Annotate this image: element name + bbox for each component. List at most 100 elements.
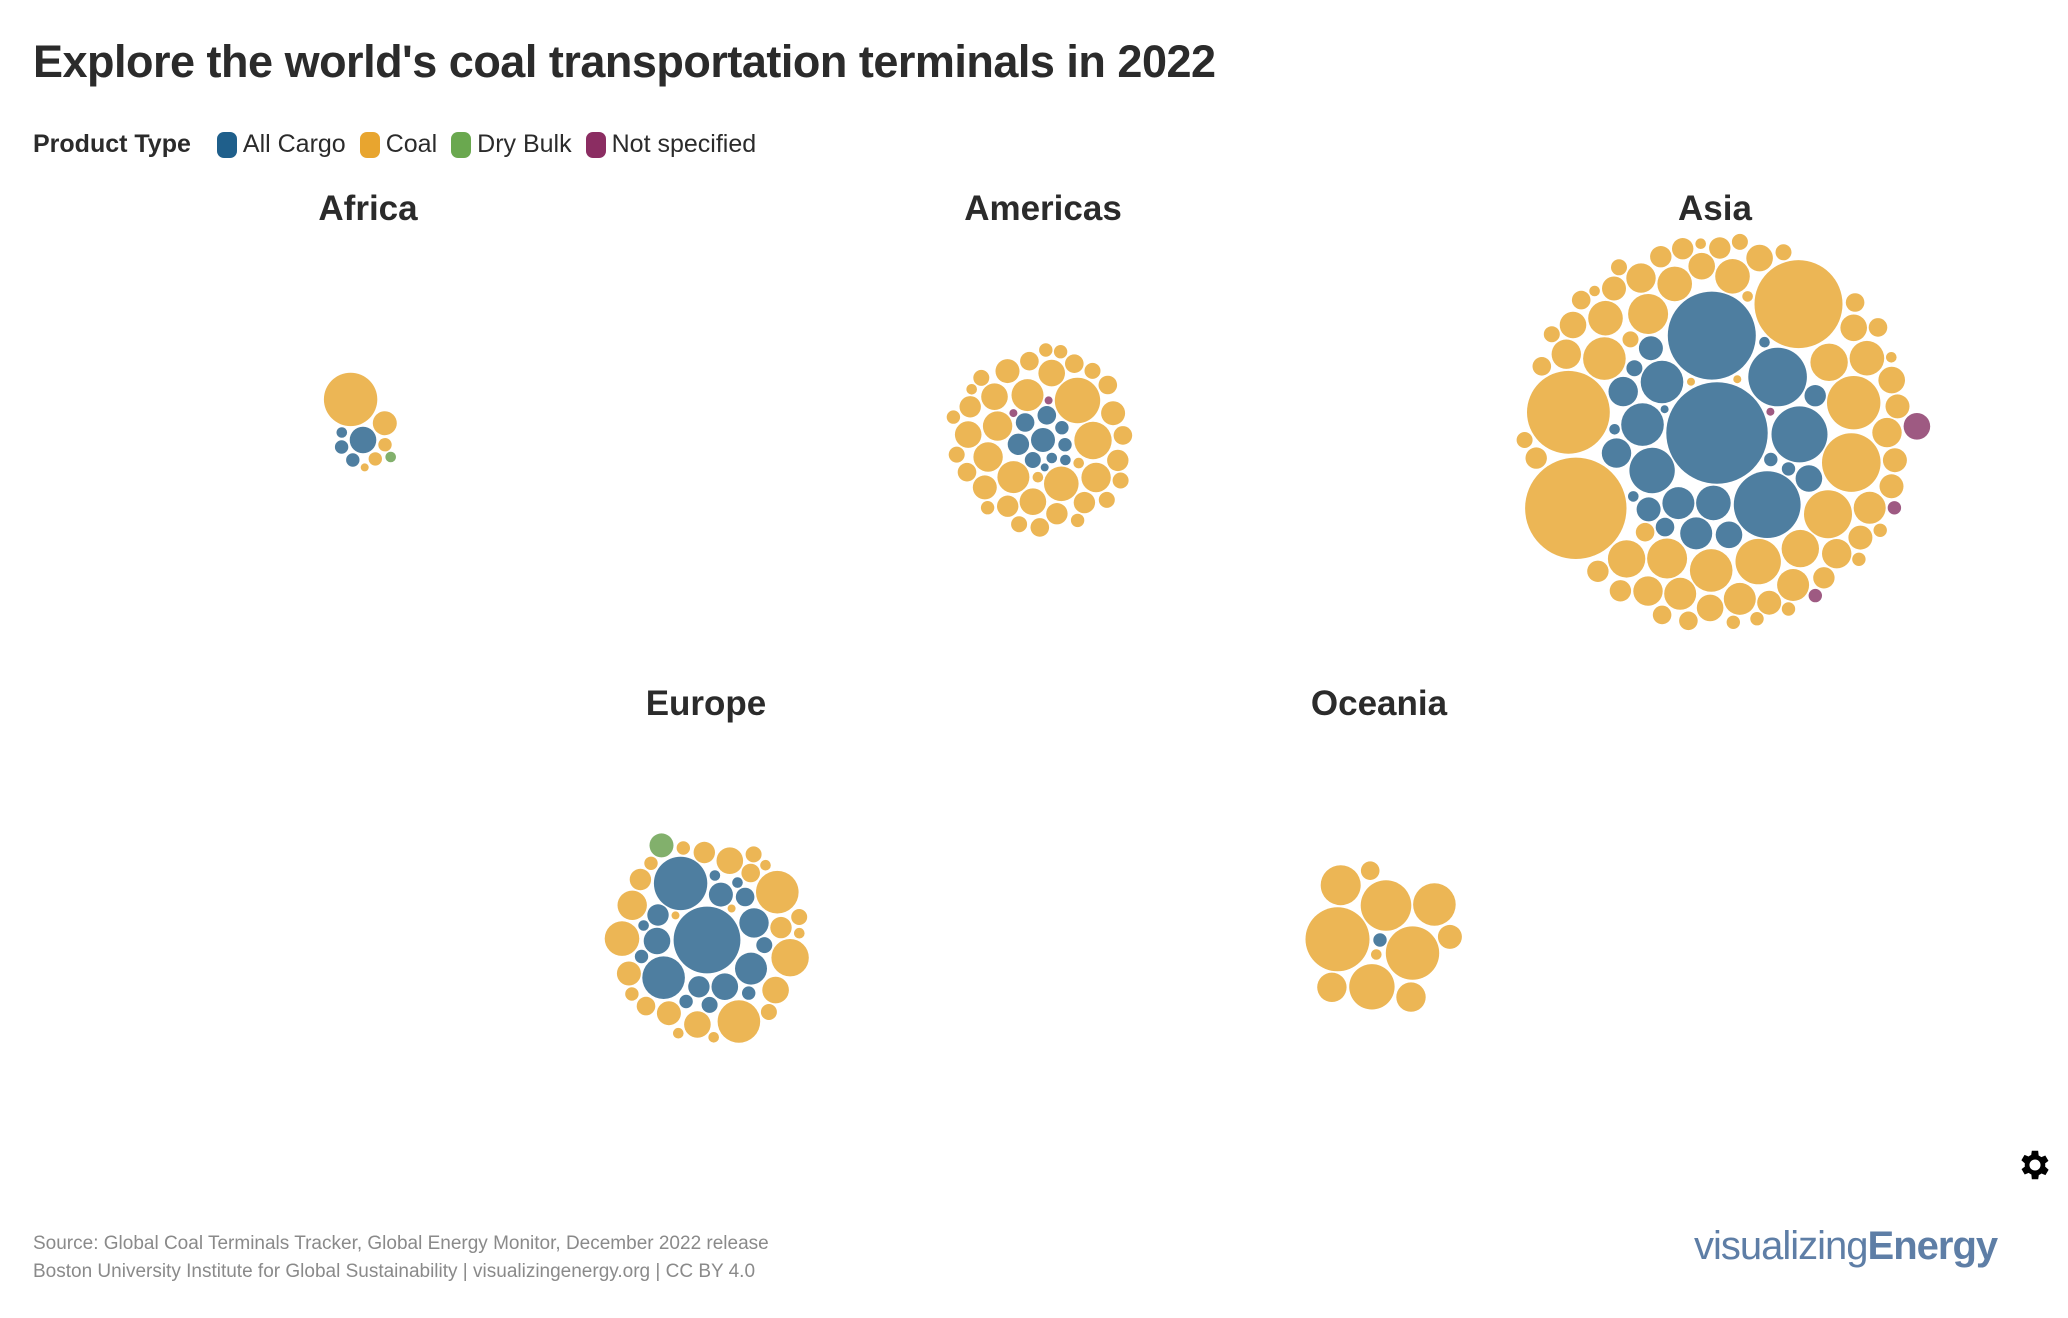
legend-item-dry-bulk[interactable]: Dry Bulk	[451, 130, 572, 159]
terminal-bubble-all-cargo[interactable]	[1764, 452, 1778, 467]
terminal-bubble-coal[interactable]	[1781, 602, 1796, 616]
terminal-bubble-coal[interactable]	[1878, 366, 1905, 394]
terminal-bubble-coal[interactable]	[1635, 522, 1655, 542]
terminal-bubble-coal[interactable]	[1650, 246, 1672, 268]
terminal-bubble-coal[interactable]	[1872, 417, 1902, 448]
terminal-bubble-coal[interactable]	[1754, 260, 1843, 349]
terminal-bubble-coal[interactable]	[948, 446, 965, 463]
terminal-bubble-coal[interactable]	[1073, 457, 1084, 469]
terminal-bubble-coal[interactable]	[1689, 549, 1733, 592]
terminal-bubble-coal[interactable]	[997, 461, 1030, 494]
terminal-bubble-all-cargo[interactable]	[711, 973, 739, 1000]
terminal-bubble-coal[interactable]	[1084, 362, 1101, 379]
terminal-bubble-coal[interactable]	[1525, 457, 1627, 559]
terminal-bubble-not-specified[interactable]	[1808, 588, 1823, 603]
terminal-bubble-coal[interactable]	[1602, 276, 1626, 301]
terminal-bubble-not-specified[interactable]	[1766, 407, 1775, 416]
terminal-bubble-coal[interactable]	[1879, 474, 1904, 499]
terminal-bubble-all-cargo[interactable]	[1608, 376, 1638, 407]
terminal-bubble-coal[interactable]	[1647, 538, 1688, 579]
terminal-bubble-coal[interactable]	[1845, 293, 1865, 312]
terminal-bubble-coal[interactable]	[1664, 577, 1697, 610]
terminal-bubble-coal[interactable]	[1696, 594, 1724, 622]
legend-item-not-specified[interactable]: Not specified	[585, 130, 756, 159]
terminal-bubble-all-cargo[interactable]	[638, 920, 649, 931]
terminal-bubble-coal[interactable]	[1101, 401, 1126, 426]
terminal-bubble-coal[interactable]	[745, 846, 762, 863]
terminal-bubble-all-cargo[interactable]	[1636, 497, 1661, 522]
terminal-bubble-coal[interactable]	[1011, 516, 1028, 533]
terminal-bubble-coal[interactable]	[673, 1027, 684, 1039]
terminal-bubble-coal[interactable]	[973, 369, 990, 386]
terminal-bubble-coal[interactable]	[1852, 552, 1866, 566]
terminal-bubble-coal[interactable]	[1065, 354, 1084, 374]
terminal-bubble-coal[interactable]	[1583, 337, 1626, 380]
terminal-bubble-coal[interactable]	[1611, 259, 1627, 276]
terminal-bubble-coal[interactable]	[1073, 491, 1096, 514]
terminal-bubble-all-cargo[interactable]	[1667, 291, 1756, 380]
terminal-bubble-all-cargo[interactable]	[739, 908, 769, 938]
terminal-bubble-coal[interactable]	[1715, 259, 1750, 294]
terminal-bubble-all-cargo[interactable]	[642, 956, 685, 999]
terminal-bubble-all-cargo[interactable]	[1715, 521, 1743, 549]
terminal-bubble-all-cargo[interactable]	[1055, 421, 1069, 435]
terminal-bubble-coal[interactable]	[1371, 949, 1382, 960]
terminal-bubble-coal[interactable]	[760, 859, 771, 871]
terminal-bubble-coal[interactable]	[368, 452, 382, 466]
terminal-bubble-coal[interactable]	[1070, 513, 1085, 528]
terminal-bubble-coal[interactable]	[1074, 421, 1112, 460]
terminal-bubble-coal[interactable]	[1559, 311, 1587, 339]
terminal-bubble-coal[interactable]	[1731, 233, 1748, 250]
terminal-bubble-coal[interactable]	[1054, 377, 1101, 424]
terminal-bubble-all-cargo[interactable]	[1660, 405, 1669, 414]
terminal-bubble-coal[interactable]	[1349, 964, 1395, 1010]
terminal-bubble-all-cargo[interactable]	[688, 976, 710, 998]
terminal-bubble-coal[interactable]	[1687, 377, 1695, 386]
terminal-bubble-coal[interactable]	[1622, 331, 1639, 348]
terminal-bubble-coal[interactable]	[981, 383, 1008, 411]
terminal-bubble-all-cargo[interactable]	[336, 427, 348, 438]
terminal-bubble-coal[interactable]	[954, 421, 982, 448]
terminal-bubble-coal[interactable]	[644, 856, 658, 870]
terminal-bubble-coal[interactable]	[1053, 345, 1068, 359]
terminal-bubble-not-specified[interactable]	[1009, 409, 1018, 418]
terminal-bubble-all-cargo[interactable]	[1759, 336, 1770, 348]
terminal-bubble-all-cargo[interactable]	[1058, 438, 1072, 452]
terminal-bubble-all-cargo[interactable]	[334, 440, 349, 454]
terminal-bubble-coal[interactable]	[671, 911, 680, 920]
terminal-bubble-coal[interactable]	[756, 870, 799, 914]
terminal-bubble-coal[interactable]	[684, 1011, 711, 1038]
terminal-bubble-coal[interactable]	[1886, 352, 1897, 363]
terminal-bubble-coal[interactable]	[1775, 244, 1792, 261]
terminal-bubble-coal[interactable]	[625, 987, 639, 1001]
terminal-bubble-coal[interactable]	[1437, 924, 1462, 949]
terminal-bubble-coal[interactable]	[1044, 466, 1079, 502]
terminal-bubble-coal[interactable]	[636, 996, 656, 1016]
terminal-bubble-coal[interactable]	[1532, 357, 1552, 376]
gear-icon[interactable]	[2016, 1146, 2054, 1184]
terminal-bubble-coal[interactable]	[1849, 340, 1885, 376]
terminal-bubble-coal[interactable]	[1098, 375, 1118, 395]
terminal-bubble-coal[interactable]	[1746, 244, 1773, 272]
terminal-bubble-coal[interactable]	[708, 1032, 719, 1043]
terminal-bubble-all-cargo[interactable]	[349, 426, 377, 454]
terminal-bubble-coal[interactable]	[1609, 580, 1632, 602]
terminal-bubble-all-cargo[interactable]	[732, 877, 743, 888]
terminal-bubble-coal[interactable]	[1679, 611, 1698, 631]
terminal-bubble-coal[interactable]	[1011, 379, 1044, 412]
terminal-bubble-coal[interactable]	[1032, 471, 1044, 483]
terminal-bubble-coal[interactable]	[1848, 525, 1873, 550]
terminal-bubble-coal[interactable]	[1543, 326, 1560, 343]
terminal-bubble-coal[interactable]	[1525, 447, 1547, 469]
terminal-bubble-all-cargo[interactable]	[1748, 347, 1807, 407]
terminal-bubble-coal[interactable]	[604, 921, 640, 956]
terminal-bubble-coal[interactable]	[1317, 972, 1347, 1002]
terminal-bubble-coal[interactable]	[770, 916, 792, 939]
terminal-bubble-all-cargo[interactable]	[1733, 471, 1801, 538]
terminal-bubble-coal[interactable]	[982, 411, 1013, 441]
legend-item-coal[interactable]: Coal	[359, 130, 437, 159]
terminal-bubble-all-cargo[interactable]	[647, 904, 669, 926]
terminal-bubble-all-cargo[interactable]	[1046, 452, 1058, 464]
terminal-bubble-all-cargo[interactable]	[1040, 463, 1049, 472]
terminal-bubble-coal[interactable]	[1804, 490, 1852, 539]
